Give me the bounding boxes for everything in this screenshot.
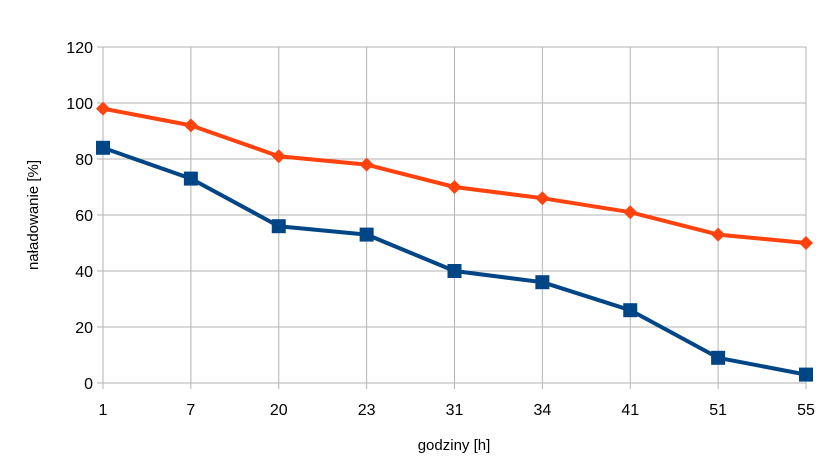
x-tick-label: 41 (621, 402, 639, 419)
y-axis-title: naładowanie [%] (25, 160, 42, 270)
data-point-diamond (711, 227, 726, 242)
y-tick-labels: 0 20 40 60 80 100 120 (66, 40, 93, 393)
data-point-diamond (359, 157, 374, 172)
x-tick-label: 23 (358, 402, 376, 419)
series-0 (96, 101, 813, 250)
y-tick-label: 120 (66, 40, 93, 57)
y-tick-label: 0 (84, 376, 93, 393)
gridlines (97, 46, 807, 389)
data-point-square (623, 303, 638, 318)
data-point-square (535, 275, 550, 290)
x-axis-title: godziny [h] (418, 437, 491, 454)
x-tick-label: 7 (186, 402, 195, 419)
y-tick-label: 60 (75, 208, 93, 225)
x-tick-label: 31 (446, 402, 464, 419)
data-point-square (183, 171, 198, 186)
data-point-diamond (447, 180, 462, 194)
data-point-diamond (799, 236, 813, 250)
data-point-diamond (271, 149, 286, 164)
y-tick-label: 100 (66, 96, 93, 113)
x-tick-label: 20 (270, 402, 288, 419)
data-point-square (271, 219, 286, 234)
data-point-diamond (96, 101, 110, 116)
x-tick-labels: 1 7 20 23 31 34 41 51 55 (99, 402, 815, 419)
data-point-square (359, 227, 374, 242)
y-tick-label: 20 (75, 320, 93, 337)
x-tick-label: 1 (99, 402, 108, 419)
data-point-diamond (623, 205, 638, 220)
data-point-square (799, 367, 813, 382)
data-point-square (711, 350, 726, 365)
data-point-square (96, 140, 110, 155)
y-tick-label: 80 (75, 152, 93, 169)
x-tick-label: 34 (533, 402, 551, 419)
y-tick-label: 40 (75, 264, 93, 281)
x-tick-label: 51 (709, 402, 727, 419)
data-point-square (447, 264, 462, 278)
series-1 (96, 140, 813, 382)
series-layer (96, 101, 813, 382)
x-tick-label: 55 (797, 402, 815, 419)
data-point-diamond (183, 118, 198, 133)
data-point-diamond (535, 191, 550, 206)
